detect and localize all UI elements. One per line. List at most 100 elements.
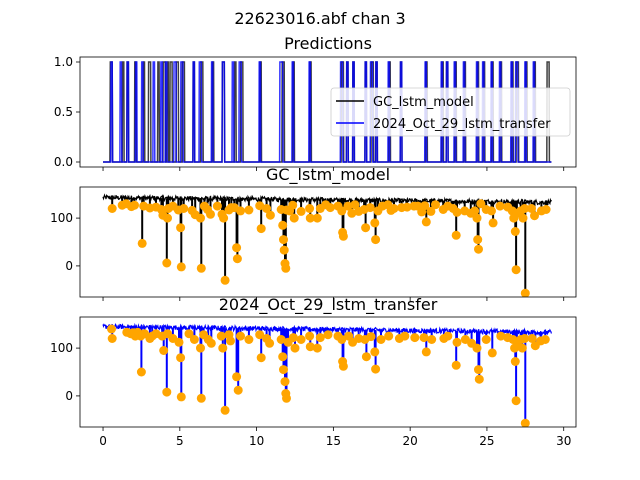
event-marker	[288, 333, 298, 343]
event-marker	[511, 396, 521, 406]
event-marker	[278, 220, 288, 230]
event-marker	[236, 206, 245, 216]
event-marker	[176, 392, 186, 402]
event-marker	[255, 330, 265, 340]
event-marker	[481, 335, 491, 344]
event-marker	[107, 334, 117, 343]
event-marker	[451, 230, 461, 240]
y-tick-label: 100	[50, 341, 73, 355]
event-marker	[305, 204, 315, 213]
event-marker	[290, 343, 300, 353]
event-marker	[279, 245, 289, 255]
event-marker	[474, 244, 483, 254]
event-marker	[107, 204, 117, 213]
event-marker	[431, 200, 440, 210]
event-marker	[452, 337, 462, 347]
event-marker	[487, 206, 496, 216]
event-marker	[496, 331, 506, 341]
event-marker	[196, 263, 206, 273]
event-marker	[337, 335, 347, 344]
event-marker	[174, 337, 184, 347]
event-marker	[136, 367, 146, 377]
event-marker	[130, 200, 139, 210]
event-marker	[206, 338, 216, 348]
event-marker	[520, 334, 530, 343]
event-marker	[236, 331, 245, 341]
legend-label: GC_lstm_model	[373, 95, 474, 110]
event-marker	[488, 218, 498, 228]
event-marker	[470, 206, 480, 216]
x-tick-label: 0	[99, 434, 107, 448]
event-marker	[196, 213, 205, 223]
event-marker	[426, 206, 436, 216]
event-marker	[265, 338, 275, 348]
event-marker	[472, 343, 482, 353]
event-marker	[305, 331, 315, 341]
event-marker	[495, 201, 505, 211]
event-marker	[421, 347, 431, 357]
event-marker	[163, 213, 172, 223]
event-marker	[256, 353, 266, 363]
axes-frame	[79, 186, 577, 298]
event-marker	[421, 217, 431, 227]
event-marker	[176, 353, 186, 363]
event-marker	[279, 365, 288, 375]
event-marker	[427, 335, 437, 344]
event-marker	[137, 238, 147, 248]
event-marker	[176, 262, 186, 272]
event-marker	[527, 204, 536, 213]
event-marker	[288, 200, 298, 210]
event-marker	[244, 335, 254, 344]
event-marker	[510, 227, 520, 236]
event-marker	[189, 335, 199, 344]
event-marker	[233, 385, 243, 395]
event-marker	[216, 331, 226, 341]
event-marker	[315, 333, 325, 343]
gc-lstm-model-title: GC_lstm_model	[266, 165, 390, 185]
event-marker	[473, 235, 483, 245]
event-marker	[219, 213, 229, 223]
legend-label: 2024_Oct_29_lstm_transfer	[373, 117, 551, 132]
event-marker	[176, 223, 186, 233]
event-marker	[312, 213, 322, 223]
event-marker	[347, 208, 357, 218]
event-marker	[218, 343, 228, 353]
event-marker	[281, 263, 291, 273]
event-marker	[376, 335, 386, 344]
y-tick-label: 0.0	[54, 155, 73, 169]
event-marker	[232, 254, 242, 264]
y-tick-label: 1.0	[54, 55, 73, 69]
event-marker	[366, 332, 376, 342]
event-marker	[371, 364, 381, 374]
event-marker	[196, 343, 205, 353]
event-marker	[520, 288, 530, 297]
event-marker	[365, 203, 375, 213]
event-marker	[384, 331, 394, 341]
event-marker	[400, 331, 410, 341]
x-tick-label: 10	[249, 434, 264, 448]
event-marker	[487, 348, 497, 358]
event-marker	[337, 206, 347, 216]
event-marker	[179, 204, 189, 213]
legend: GC_lstm_model 2024_Oct_29_lstm_transfer	[330, 87, 571, 137]
x-tick-label: 20	[403, 434, 418, 448]
event-marker	[305, 342, 315, 352]
event-marker	[244, 205, 254, 215]
y-tick-label: 0	[65, 259, 73, 273]
event-marker	[325, 203, 335, 213]
y-tick-label: 0	[65, 389, 73, 403]
event-marker	[278, 352, 288, 362]
event-marker	[474, 374, 484, 384]
event-marker	[389, 204, 399, 213]
event-marker	[419, 333, 429, 343]
event-marker	[312, 343, 322, 353]
x-tick-label: 25	[479, 434, 494, 448]
event-marker	[232, 372, 242, 382]
predictions-title: Predictions	[284, 34, 372, 53]
lstm-transfer-panel: 2024_Oct_29_lstm_transfer 0 100 0 5 10 15 20 25…	[50, 295, 577, 448]
event-marker	[276, 335, 286, 344]
y-tick-label: 100	[50, 211, 73, 225]
event-marker	[338, 361, 348, 371]
